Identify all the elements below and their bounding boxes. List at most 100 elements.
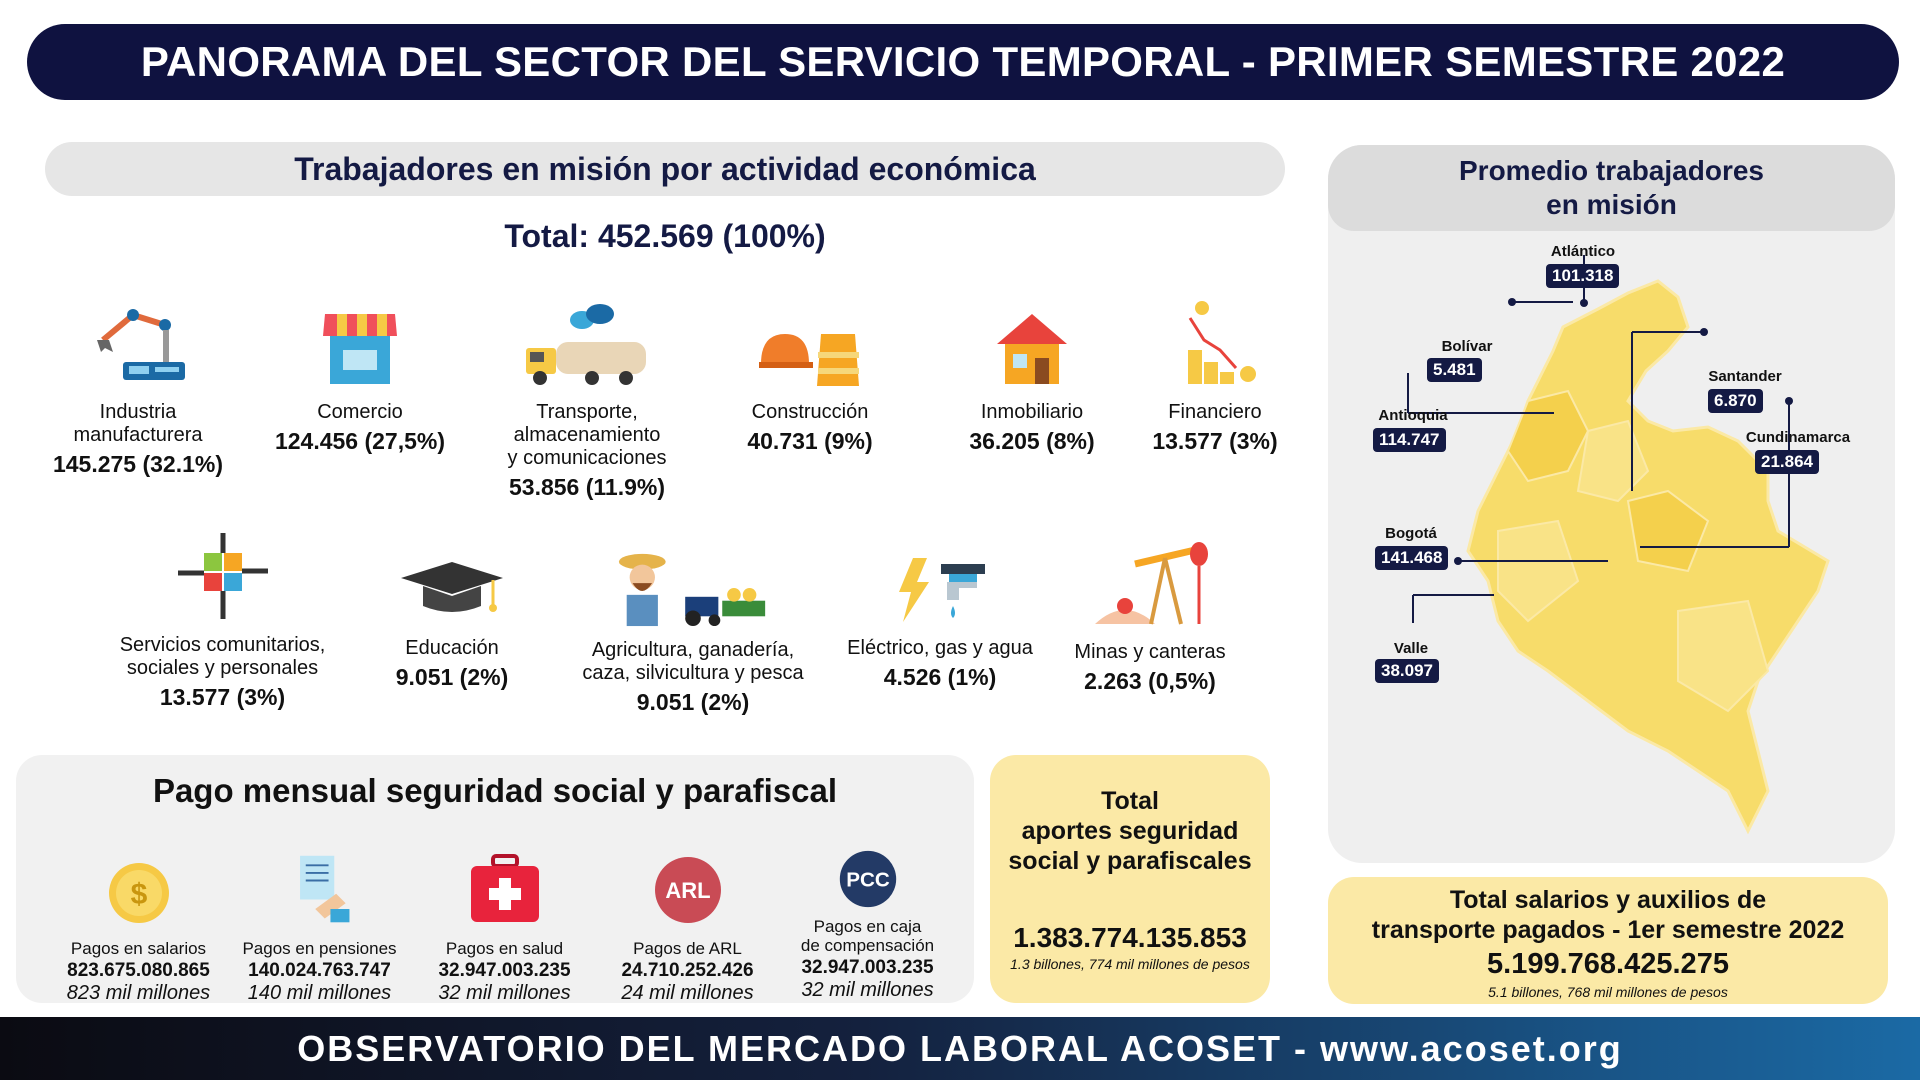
svg-text:ARL: ARL	[665, 878, 710, 903]
region-name-antioquia: Antioquia	[1378, 407, 1448, 424]
contributions-title: Total aportes seguridad social y parafis…	[1008, 787, 1252, 875]
payment-approx: 24 mil millones	[621, 982, 754, 1004]
activity-name: Industria manufacturera	[73, 401, 203, 446]
salaries-value: 5.199.768.425.275	[1487, 948, 1729, 980]
payment-approx: 32 mil millones	[801, 979, 934, 1001]
activity-value: 36.205 (8%)	[969, 428, 1095, 454]
activity-item-educacion: Educación 9.051 (2%)	[342, 556, 562, 691]
activity-name: Minas y canteras	[1074, 641, 1226, 663]
salaries-box	[1328, 877, 1888, 1004]
activity-item-minas: Minas y canteras 2.263 (0,5%)	[1040, 540, 1260, 695]
contributions-value: 1.383.774.135.853	[1013, 922, 1247, 953]
robot-arm-icon	[97, 309, 185, 380]
activity-value: 40.731 (9%)	[747, 428, 873, 454]
activity-value: 2.263 (0,5%)	[1084, 668, 1216, 694]
truck-icon	[526, 304, 646, 385]
document-sign-icon	[299, 855, 349, 923]
activity-item-electrico: Eléctrico, gas y agua 4.526 (1%)	[830, 556, 1050, 691]
activity-item-agricultura: Agricultura, ganadería, caza, silvicultu…	[573, 550, 813, 716]
map-header: Promedio trabajadores en misión	[1328, 145, 1895, 231]
hardhat-vest-icon	[759, 334, 859, 386]
salaries-note: 5.1 billones, 768 mil millones de pesos	[1488, 984, 1728, 1000]
contributions-box	[990, 755, 1270, 1003]
payment-approx: 140 mil millones	[247, 982, 392, 1004]
oil-pump-icon	[1095, 542, 1208, 625]
activity-item-servicios: Servicios comunitarios, sociales y perso…	[110, 533, 335, 711]
region-value-atlantico: 101.318	[1546, 264, 1620, 288]
payment-item-pensiones: Pagos en pensiones 140.024.763.747 140 m…	[227, 852, 412, 1005]
footer-bar: OBSERVATORIO DEL MERCADO LABORAL ACOSET …	[0, 1017, 1920, 1080]
payment-label: Pagos en salud	[445, 939, 564, 958]
page-title: PANORAMA DEL SECTOR DEL SERVICIO TEMPORA…	[140, 38, 1786, 85]
activity-value: 145.275 (32.1%)	[52, 451, 224, 477]
colombia-map	[1407, 255, 1830, 835]
payments-title: Pago mensual seguridad social y parafisc…	[152, 772, 838, 809]
payment-approx: 32 mil millones	[438, 982, 571, 1004]
first-aid-kit-icon	[470, 854, 539, 922]
activity-name: Transporte, almacenamiento y comunicacio…	[507, 401, 667, 469]
svg-text:$: $	[130, 878, 147, 911]
arl-badge-icon: ARL	[654, 857, 721, 923]
contributions-note: 1.3 billones, 774 mil millones de pesos	[1010, 956, 1250, 972]
activity-name: Comercio	[317, 401, 403, 423]
title-bar: PANORAMA DEL SECTOR DEL SERVICIO TEMPORA…	[27, 24, 1899, 100]
region-name-bogota: Bogotá	[1385, 525, 1437, 542]
footer-text: OBSERVATORIO DEL MERCADO LABORAL ACOSET …	[297, 1027, 1623, 1069]
payment-amount: 823.675.080.865	[67, 960, 210, 981]
region-name-cundinamarca: Cundinamarca	[1745, 429, 1851, 446]
activity-item-inmobiliario: Inmobiliario 36.205 (8%)	[922, 300, 1142, 455]
activity-name: Eléctrico, gas y agua	[847, 637, 1033, 659]
activity-item-comercio: Comercio 124.456 (27,5%)	[250, 300, 470, 455]
farmer-tractor-icon	[618, 553, 766, 627]
payment-item-arl: ARL Pagos de ARL 24.710.252.426 24 mil m…	[595, 852, 780, 1005]
activity-value: 4.526 (1%)	[883, 664, 997, 690]
payment-amount: 24.710.252.426	[621, 960, 754, 981]
salaries-title: Total salarios y auxilios de transporte …	[1371, 886, 1845, 944]
activity-item-financiero: Financiero 13.577 (3%)	[1105, 300, 1325, 455]
region-value-valle: 38.097	[1375, 659, 1439, 683]
region-value-santander: 6.870	[1708, 389, 1763, 413]
region-value-bolivar: 5.481	[1427, 358, 1482, 382]
payment-label: Pagos en caja de compensación	[800, 917, 935, 955]
activity-name: Agricultura, ganadería, caza, silvicultu…	[582, 639, 804, 684]
region-name-valle: Valle	[1393, 640, 1429, 657]
puzzle-hands-icon	[177, 533, 268, 619]
graduation-cap-icon	[401, 562, 503, 612]
activity-item-construccion: Construcción 40.731 (9%)	[700, 300, 920, 455]
region-value-bogota: 141.468	[1375, 546, 1449, 570]
payment-approx: 823 mil millones	[66, 982, 211, 1004]
activity-name: Servicios comunitarios, sociales y perso…	[119, 634, 326, 679]
activity-value: 124.456 (27,5%)	[274, 428, 446, 454]
activity-value: 13.577 (3%)	[159, 684, 286, 710]
activity-value: 9.051 (2%)	[636, 689, 750, 715]
payment-label: Pagos de ARL	[633, 939, 742, 958]
activity-section-header: Trabajadores en misión por actividad eco…	[45, 142, 1285, 196]
payment-label: Pagos en pensiones	[242, 939, 397, 958]
dollar-coin-icon: $	[108, 863, 169, 923]
activity-item-transporte: Transporte, almacenamiento y comunicacio…	[477, 300, 697, 501]
payment-label: Pagos en salarios	[70, 939, 207, 958]
svg-text:PCC: PCC	[846, 869, 890, 892]
region-name-bolivar: Bolívar	[1441, 338, 1493, 355]
lightning-faucet-icon	[899, 558, 985, 622]
pcc-badge-icon: PCC	[839, 850, 896, 908]
region-name-santander: Santander	[1708, 368, 1782, 385]
region-value-cundinamarca: 21.864	[1755, 450, 1819, 474]
activity-value: 13.577 (3%)	[1152, 428, 1278, 454]
payment-item-caja: PCC Pagos en caja de compensación 32.947…	[775, 848, 960, 1002]
payment-amount: 140.024.763.747	[248, 960, 391, 981]
activity-value: 9.051 (2%)	[395, 664, 509, 690]
activity-name: Financiero	[1168, 401, 1262, 423]
activity-name: Construcción	[751, 401, 869, 423]
activity-item-industria: Industria manufacturera 145.275 (32.1%)	[28, 300, 248, 478]
activity-name: Educación	[405, 637, 499, 659]
store-icon	[323, 314, 397, 384]
activity-total: Total: 452.569 (100%)	[504, 218, 826, 254]
region-value-antioquia: 114.747	[1373, 428, 1446, 452]
payment-item-salud: Pagos en salud 32.947.003.235 32 mil mil…	[412, 852, 597, 1005]
house-icon	[997, 314, 1067, 384]
map-region-south	[1677, 599, 1770, 713]
activity-name: Inmobiliario	[980, 401, 1084, 423]
coins-chart-icon	[1188, 301, 1256, 384]
region-name-atlantico: Atlántico	[1550, 243, 1616, 260]
